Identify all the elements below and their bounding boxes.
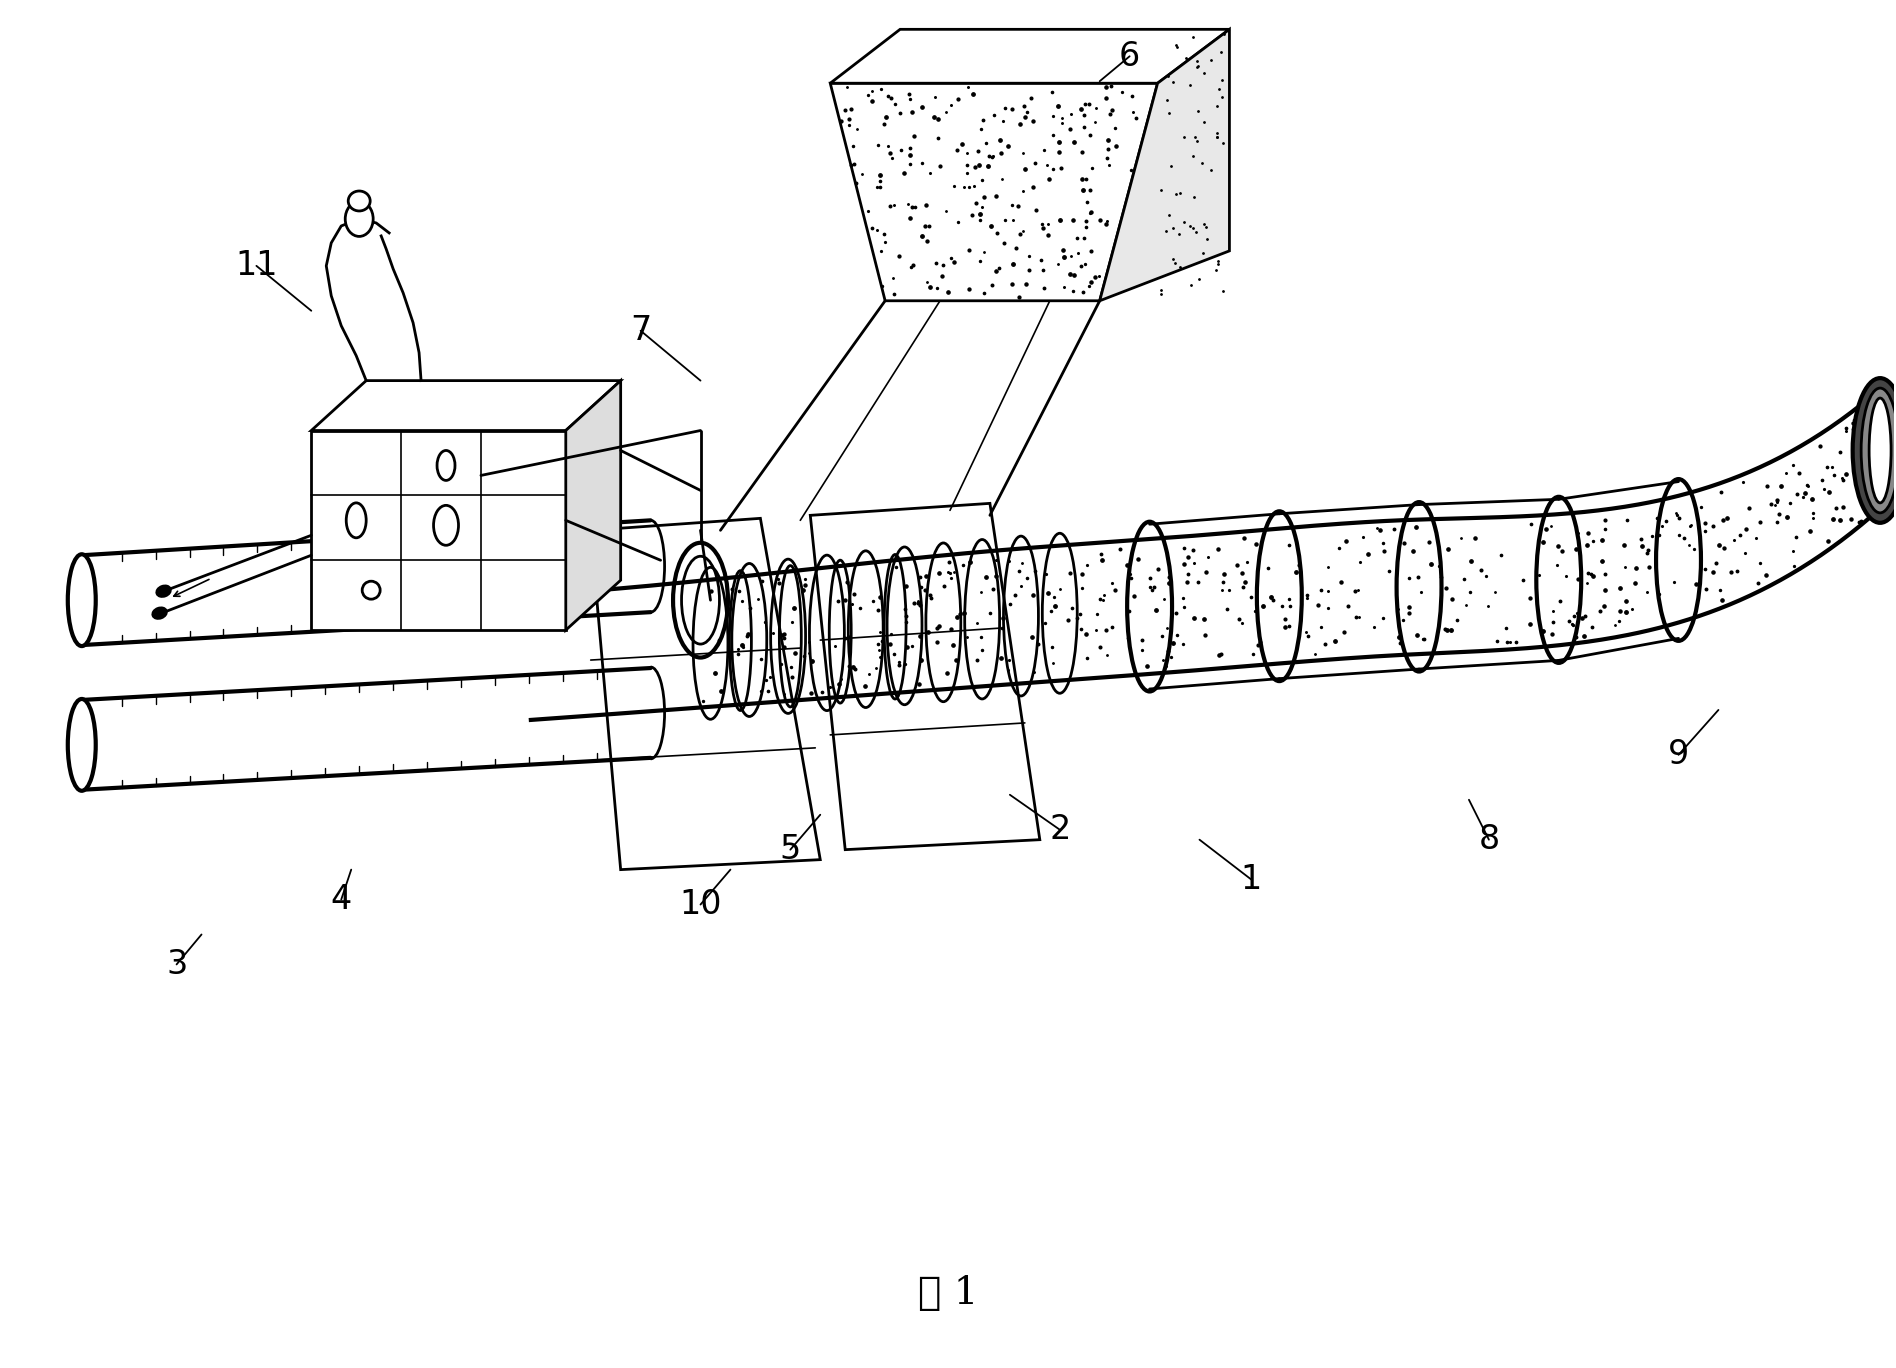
Polygon shape [830,83,1158,301]
Ellipse shape [349,192,370,211]
Text: 1: 1 [1240,863,1263,896]
Text: 5: 5 [779,833,800,866]
Text: 6: 6 [1119,40,1139,73]
Ellipse shape [434,505,459,546]
Text: 10: 10 [679,888,722,921]
Text: 4: 4 [330,884,353,917]
Ellipse shape [347,503,366,538]
Ellipse shape [154,607,167,618]
Text: 8: 8 [1479,824,1500,856]
Polygon shape [531,391,1879,720]
Polygon shape [1100,29,1229,301]
Polygon shape [311,380,620,431]
Text: 3: 3 [167,948,188,981]
Ellipse shape [362,581,381,599]
Text: 11: 11 [235,249,277,282]
Ellipse shape [157,586,171,596]
Ellipse shape [345,201,374,237]
Polygon shape [830,29,1229,83]
Ellipse shape [1862,389,1896,513]
Ellipse shape [1869,398,1890,503]
Polygon shape [565,380,620,631]
Ellipse shape [438,450,455,480]
Polygon shape [311,431,565,631]
Text: 7: 7 [629,315,650,347]
Text: 图 1: 图 1 [918,1275,978,1312]
Text: 2: 2 [1048,813,1071,847]
Ellipse shape [1852,378,1896,523]
Ellipse shape [68,699,95,791]
Ellipse shape [68,554,95,646]
Text: 9: 9 [1668,739,1689,772]
